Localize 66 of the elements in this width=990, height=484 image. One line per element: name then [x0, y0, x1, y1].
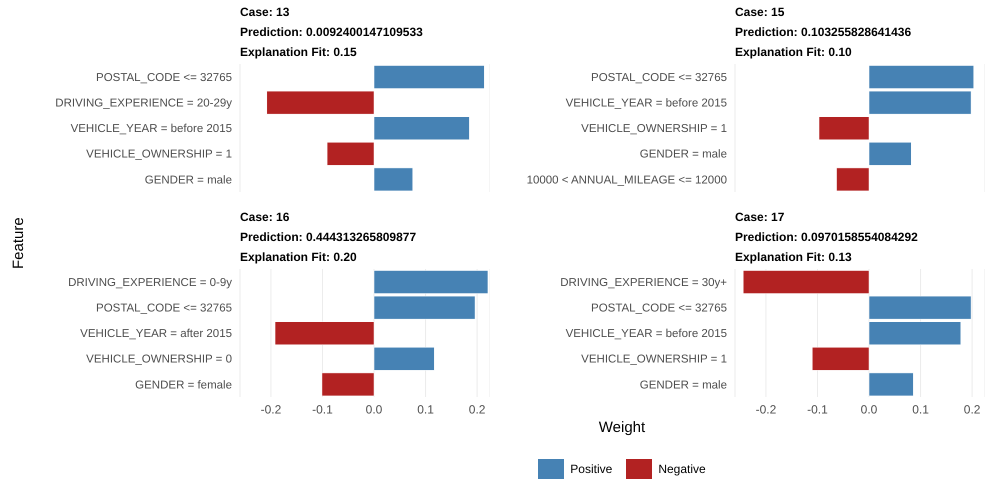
chart-subtitle: Prediction: 0.103255828641436 — [735, 24, 912, 41]
y-tick-label: DRIVING_EXPERIENCE = 20-29y — [55, 97, 232, 110]
y-tick-label: VEHICLE_YEAR = before 2015 — [566, 97, 727, 110]
chart-subtitle: Prediction: 0.444313265809877 — [240, 229, 418, 246]
text: Explanation Fit: 0.20 — [240, 249, 358, 266]
text: Explanation Fit: 0.10 — [735, 44, 853, 61]
chart-title: Case: 17 — [735, 209, 786, 226]
bar — [274, 321, 374, 345]
bar — [374, 296, 476, 320]
chart-subtitle: Prediction: 0.0092400147109533 — [240, 24, 424, 41]
chart-title: Case: 15 — [735, 4, 786, 21]
bar — [868, 142, 912, 166]
bar — [266, 90, 374, 114]
y-tick-label: GENDER = male — [640, 379, 727, 392]
bar — [374, 168, 413, 192]
bar — [868, 321, 962, 345]
text: Explanation Fit: 0.13 — [735, 249, 853, 266]
bar — [742, 270, 870, 294]
y-tick-label: POSTAL_CODE <= 32765 — [591, 302, 727, 314]
bar — [812, 347, 870, 371]
legend-label: Negative — [658, 462, 706, 476]
x-tick-label: 0.1 — [417, 402, 434, 417]
x-tick-label: 0.0 — [860, 402, 878, 417]
y-tick-label: GENDER = male — [144, 174, 232, 186]
y-tick-label: VEHICLE_YEAR = before 2015 — [566, 328, 727, 340]
bar — [868, 90, 972, 114]
text: Explanation Fit: 0.15 — [240, 44, 358, 61]
chart-subtitle: Prediction: 0.0970158554084292 — [735, 229, 919, 246]
y-tick-label: GENDER = male — [640, 148, 727, 161]
y-tick-label: DRIVING_EXPERIENCE = 30y+ — [560, 276, 728, 289]
bar — [326, 142, 374, 166]
y-tick-label: POSTAL_CODE <= 32765 — [96, 72, 232, 84]
y-tick-label: VEHICLE_OWNERSHIP = 1 — [86, 148, 232, 161]
y-tick-label: VEHICLE_YEAR = after 2015 — [80, 328, 232, 340]
bar — [374, 347, 435, 371]
x-tick-label: -0.1 — [312, 402, 334, 417]
x-tick-label: 0.2 — [964, 402, 981, 417]
y-axis-title: Feature — [10, 217, 27, 269]
bar — [374, 65, 485, 89]
x-axis-title: Weight — [598, 419, 646, 436]
x-tick-label: 0.2 — [468, 402, 486, 417]
chart-title: Case: 16 — [240, 209, 290, 226]
y-tick-label: VEHICLE_YEAR = before 2015 — [70, 123, 232, 136]
x-tick-label: 0.1 — [912, 402, 930, 417]
bar — [868, 65, 974, 89]
x-tick-label: -0.1 — [807, 402, 828, 417]
bar — [374, 116, 470, 140]
bar — [322, 372, 374, 396]
bar — [868, 296, 972, 320]
y-tick-label: GENDER = female — [135, 379, 232, 392]
bar — [818, 116, 870, 140]
y-tick-label: VEHICLE_OWNERSHIP = 0 — [86, 354, 232, 366]
bar — [836, 168, 870, 192]
y-tick-label: DRIVING_EXPERIENCE = 0-9y — [68, 276, 232, 289]
y-tick-label: VEHICLE_OWNERSHIP = 1 — [581, 123, 727, 136]
bar — [868, 372, 914, 396]
y-tick-label: 10000 < ANNUAL_MILEAGE <= 12000 — [526, 174, 727, 186]
y-tick-label: POSTAL_CODE <= 32765 — [591, 72, 727, 84]
legend-label: Positive — [570, 462, 612, 476]
x-tick-label: 0.0 — [366, 402, 383, 417]
bar — [374, 270, 488, 294]
chart-title: Case: 13 — [240, 4, 290, 21]
y-tick-label: VEHICLE_OWNERSHIP = 1 — [581, 354, 727, 366]
x-tick-label: -0.2 — [260, 402, 282, 417]
y-tick-label: POSTAL_CODE <= 32765 — [96, 302, 232, 314]
x-tick-label: -0.2 — [756, 402, 777, 417]
